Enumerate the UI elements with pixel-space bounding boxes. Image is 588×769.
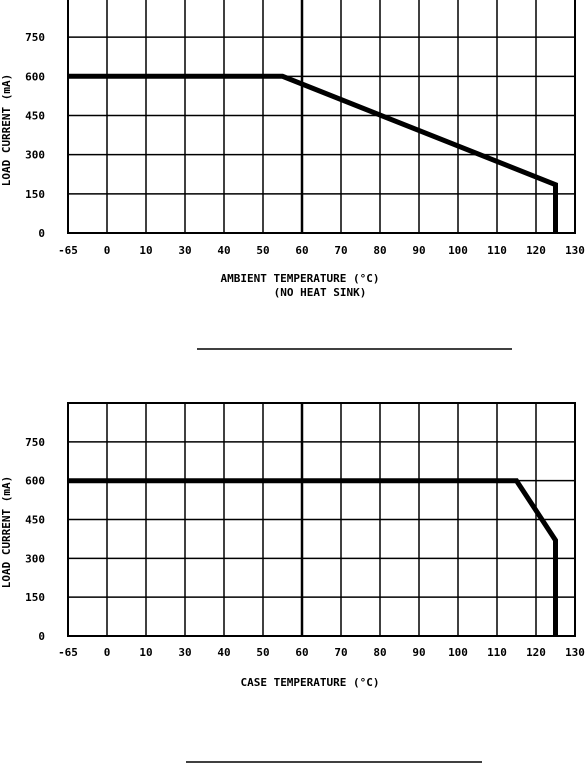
chart-1-y-tick-label: 150: [25, 188, 45, 201]
chart-2-x-tick-label: 130: [565, 646, 585, 659]
chart-1-x-tick-label: 60: [295, 244, 308, 257]
chart-1-x-tick-label: 110: [487, 244, 507, 257]
chart-2-x-tick-label: 40: [217, 646, 230, 659]
chart-2-y-tick-label: 300: [25, 552, 45, 565]
chart-1-x-tick-label: 40: [217, 244, 230, 257]
chart-1-x-tick-label: 0: [104, 244, 111, 257]
chart-2-derating-curve: [68, 478, 558, 636]
chart-2-x-tick-label: 10: [139, 646, 152, 659]
chart-1-x-tick-label: 120: [526, 244, 546, 257]
chart-2-x-tick-label: 110: [487, 646, 507, 659]
chart-1-x-tick-label: 80: [373, 244, 386, 257]
chart-2-x-axis-label: CASE TEMPERATURE (°C): [240, 676, 379, 689]
chart-2-x-tick-label: 30: [178, 646, 191, 659]
chart-2-y-axis-label: LOAD CURRENT (mA): [0, 476, 13, 589]
chart-1-x-tick-label: 90: [412, 244, 425, 257]
chart-1-x-tick-label: -65: [58, 244, 78, 257]
chart-2-plot-frame: [67, 402, 576, 637]
chart-2-x-tick-label: 90: [412, 646, 425, 659]
chart-2-x-tick-label: 50: [256, 646, 269, 659]
chart-2-y-tick-label: 600: [25, 475, 45, 488]
chart-2-y-tick-label: 750: [25, 436, 45, 449]
chart-1-x-tick-label: 10: [139, 244, 152, 257]
chart-1-x-tick-label: 130: [565, 244, 585, 257]
chart-1-y-tick-label: 0: [38, 227, 45, 240]
chart-1-y-tick-label: 450: [25, 110, 45, 123]
chart-2-y-tick-label: 450: [25, 514, 45, 527]
chart-2-x-tick-label: -65: [58, 646, 78, 659]
chart-1-derating-curve: [68, 73, 558, 233]
chart-2-x-tick-label: 120: [526, 646, 546, 659]
chart-2-x-tick-label: 100: [448, 646, 468, 659]
chart-1-y-tick-label: 750: [25, 31, 45, 44]
chart-2-x-tick-label: 80: [373, 646, 386, 659]
chart-2-y-tick-label: 0: [38, 630, 45, 643]
chart-1-x-tick-label: 30: [178, 244, 191, 257]
chart-1-x-axis-sublabel: (NO HEAT SINK): [274, 286, 367, 299]
chart-1-y-axis-label: LOAD CURRENT (mA): [0, 74, 13, 187]
chart-2-x-tick-label: 0: [104, 646, 111, 659]
chart-2-x-tick-label: 70: [334, 646, 347, 659]
chart-1-x-tick-label: 100: [448, 244, 468, 257]
chart-1-x-tick-label: 50: [256, 244, 269, 257]
chart-1-y-tick-label: 600: [25, 70, 45, 83]
ambient-derating-chart: -65 0 10 30 40 50 60 70 80 90 100 110 120 130 0 150 300 4…: [25, 0, 585, 257]
case-derating-chart: -65 0 10 30 40 50 60 70 80 90 100 110 120 130 0 150 300 4…: [25, 402, 585, 659]
chart-1-y-tick-label: 300: [25, 149, 45, 162]
chart-1-x-tick-label: 70: [334, 244, 347, 257]
chart-1-x-axis-label: AMBIENT TEMPERATURE (°C): [221, 272, 380, 285]
chart-1-plot-frame: [67, 0, 576, 234]
chart-2-y-tick-label: 150: [25, 591, 45, 604]
chart-2-x-tick-label: 60: [295, 646, 308, 659]
